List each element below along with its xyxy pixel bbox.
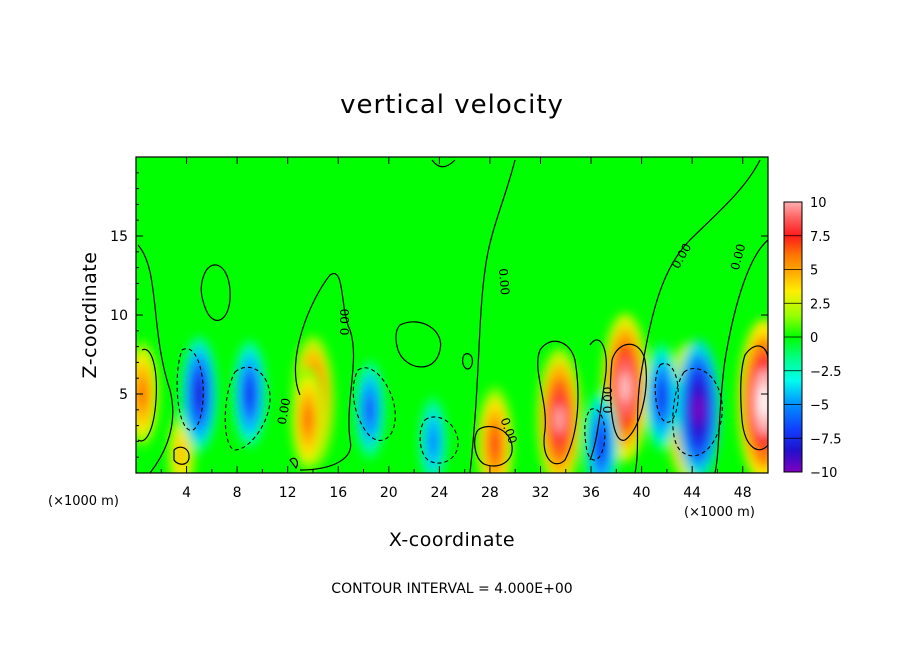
contour-interval-note: CONTOUR INTERVAL = 4.000E+00 [331,581,572,597]
field-level [430,432,436,451]
y-axis-ticks: 5 10 15 [110,156,768,474]
field-feature-downdraft [181,336,218,452]
contour-label: 0.00 [338,309,352,336]
x-tick-label: 44 [683,485,701,501]
field-level [620,372,630,403]
field-feature-downdraft [645,343,679,451]
field-level [694,395,703,424]
y-tick-label: 15 [110,229,128,245]
colorbar-tick-label: 2.5 [810,297,831,312]
velocity-field [136,313,768,473]
y-axis-label: Z-coordinate [79,252,101,379]
field-level [246,383,254,405]
y-tick-label: 10 [110,308,128,324]
x-axis-label: X-coordinate [389,529,515,551]
x-tick-label: 16 [329,485,347,501]
field-feature-updraft [537,349,582,473]
x-tick-label: 12 [279,485,297,501]
field-level [366,400,373,420]
x-unit-left: (×1000 m) [48,494,119,509]
x-unit-right: (×1000 m) [684,505,755,520]
y-tick-label: 5 [119,387,128,403]
x-tick-label: 4 [182,485,191,501]
colorbar-tick-label: 7.5 [810,230,831,245]
contour-label: 0.00 [496,268,512,296]
field-level [195,382,203,406]
negative-contours [176,348,723,464]
x-tick-label: 32 [532,485,550,501]
field-feature-downdraft [676,339,721,473]
field-level [178,445,185,464]
field-feature-downdraft [232,340,267,448]
field-feature-downdraft [354,360,386,459]
contour-label-layer: 0.000.000.000.000.00 0.000.00 [275,241,749,446]
x-tick-label: 8 [233,485,242,501]
contour-label: 0.00 [275,397,293,426]
chart-title: vertical velocity [340,90,564,120]
x-tick-label: 28 [481,485,499,501]
field-level [491,433,499,457]
field-feature-updraft [738,319,768,473]
field-level [555,405,564,434]
x-axis-ticks: 4 8 12 16 20 24 28 32 36 40 44 48 [160,157,752,501]
colorbar-tick-label: 0 [810,331,818,346]
contour-label: 0.00 [601,387,615,414]
x-tick-label: 20 [380,485,398,501]
colorbar-tick-label: −2.5 [810,365,842,380]
x-tick-label: 24 [430,485,448,501]
colorbar-tick-label: −10 [810,466,837,481]
colorbar-tick-label: −7.5 [810,432,842,447]
colorbar-ticks: 10 7.5 5 2.5 0 −2.5 −5 −7.5 −10 [784,196,842,481]
x-tick-label: 36 [582,485,600,501]
field-feature-downdraft [418,396,448,473]
colorbar-tick-label: −5 [810,399,829,414]
colorbar-tick-label: 5 [810,264,818,279]
field-feature-updraft [476,387,514,473]
contour-lines [137,159,768,473]
x-tick-label: 48 [734,485,752,501]
field-level [304,408,312,430]
field-level [658,386,666,408]
x-tick-label: 40 [633,485,651,501]
colorbar-tick-label: 10 [810,196,827,211]
plot-area: 0.000.000.000.000.00 0.000.00 [136,157,768,473]
contour-label: 0.00 [728,242,748,271]
